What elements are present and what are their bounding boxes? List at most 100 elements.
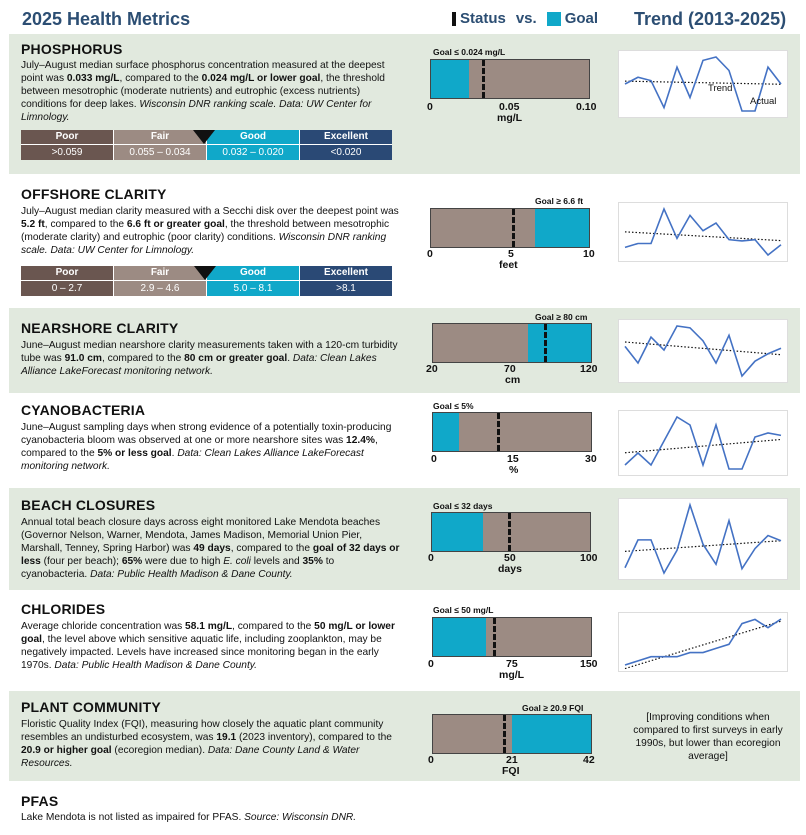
actual-series-line — [624, 502, 782, 575]
status-marker — [481, 60, 485, 98]
actual-series-line — [624, 56, 782, 112]
current-rating-pointer-icon — [193, 130, 215, 144]
axis-tick-min: 0 — [431, 453, 437, 465]
trend-line — [624, 438, 782, 454]
trend-svg — [624, 415, 782, 470]
trend-chart — [618, 202, 788, 262]
status-goal-bar — [432, 617, 592, 657]
status-goal-bar — [432, 412, 592, 452]
section-plant-community — [9, 691, 800, 781]
rating-cell-excellent: Excellent >8.1 — [299, 266, 392, 296]
axis-tick-min: 0 — [428, 658, 434, 670]
rating-cell-fair: Fair 2.9 – 4.6 — [113, 266, 206, 296]
axis-tick-max: 30 — [585, 453, 597, 465]
rating-range: 0.055 – 0.034 — [114, 144, 206, 160]
axis-unit: FQI — [502, 765, 520, 777]
status-goal-bar — [432, 323, 592, 363]
status-marker — [496, 413, 500, 451]
axis-unit: feet — [499, 259, 518, 271]
trend-svg — [624, 56, 782, 112]
axis-tick-max: 120 — [580, 363, 598, 375]
goal-label: Goal ≤ 5% — [433, 401, 474, 411]
trend-svg — [624, 502, 782, 575]
section-description: Floristic Quality Index (FQI), measuring… — [21, 719, 392, 769]
status-goal-bar — [432, 714, 592, 754]
status-goal-bar — [430, 208, 590, 248]
actual-series-line — [624, 618, 782, 666]
trend-chart — [618, 319, 788, 383]
trend-line — [624, 80, 782, 85]
rating-label: Good — [239, 267, 267, 278]
rating-range: >8.1 — [300, 280, 392, 296]
section-title: PLANT COMMUNITY — [21, 699, 161, 715]
trend-chart — [618, 50, 788, 118]
section-title: CYANOBACTERIA — [21, 402, 146, 418]
rating-range: 0.032 – 0.020 — [207, 144, 299, 160]
goal-label: Goal ≤ 0.024 mg/L — [433, 47, 506, 57]
section-description: June–August median nearshore clarity mea… — [21, 340, 398, 377]
status-goal-bar — [430, 59, 590, 99]
rating-label: Excellent — [324, 267, 368, 278]
goal-zone — [433, 413, 460, 451]
axis-tick-mid: 5 — [508, 248, 514, 260]
rating-cell-good: Good 0.032 – 0.020 — [206, 130, 299, 160]
section-description: Lake Mendota is not listed as impaired f… — [21, 812, 357, 823]
trend-line — [624, 540, 782, 552]
header: 2025 Health Metrics Status vs. Goal Tren… — [0, 0, 806, 34]
trend-line — [624, 341, 782, 356]
status-marker-icon — [452, 11, 456, 26]
axis-tick-mid: 21 — [506, 754, 518, 766]
axis-unit: mg/L — [497, 112, 523, 124]
rating-label: Excellent — [324, 131, 368, 142]
axis-tick-mid: 50 — [504, 552, 516, 564]
axis-tick-min: 20 — [426, 363, 438, 375]
rating-label: Fair — [150, 131, 170, 142]
actual-series-line — [624, 325, 782, 378]
goal-zone — [431, 60, 469, 98]
goal-swatch-icon — [546, 11, 561, 26]
trend-note: [Improving conditions when compared to f… — [633, 712, 783, 762]
trend-chart — [618, 410, 788, 476]
section-title: PHOSPHORUS — [21, 41, 123, 57]
axis-tick-max: 150 — [580, 658, 598, 670]
trend-line-label: Trend — [708, 83, 733, 94]
rating-label: Good — [239, 131, 267, 142]
rating-cell-fair: Fair 0.055 – 0.034 — [113, 130, 206, 160]
axis-tick-max: 0.10 — [576, 101, 597, 113]
rating-scale: Poor >0.059 Fair 0.055 – 0.034 Good 0.032 – 0… — [21, 130, 392, 160]
rating-range: 2.9 – 4.6 — [114, 280, 206, 296]
axis-tick-max: 10 — [583, 248, 595, 260]
section-description: July–August median surface phosphorus co… — [21, 60, 385, 123]
axis-tick-min: 0 — [428, 552, 434, 564]
axis-tick-min: 0 — [427, 248, 433, 260]
actual-series-line — [624, 206, 782, 257]
goal-label: Goal ≥ 20.9 FQI — [522, 703, 584, 713]
axis-tick-mid: 75 — [506, 658, 518, 670]
rating-label: Poor — [55, 267, 79, 278]
section-title: OFFSHORE CLARITY — [21, 186, 167, 202]
axis-unit: mg/L — [499, 669, 525, 681]
rating-range: <0.020 — [300, 144, 392, 160]
status-marker — [543, 324, 547, 362]
goal-zone — [433, 618, 486, 656]
section-description: Average chloride concentration was 58.1 … — [21, 621, 395, 671]
section-title: BEACH CLOSURES — [21, 497, 156, 513]
rating-range: 0 – 2.7 — [21, 280, 113, 296]
status-goal-legend: Status vs. Goal — [452, 10, 598, 27]
axis-tick-min: 0 — [428, 754, 434, 766]
goal-label: Goal ≥ 6.6 ft — [535, 196, 584, 206]
current-rating-pointer-icon — [194, 266, 216, 280]
axis-unit: cm — [505, 374, 521, 386]
trend-line — [624, 620, 782, 670]
goal-label: Goal ≤ 50 mg/L — [433, 605, 494, 615]
rating-range: >0.059 — [21, 144, 113, 160]
section-title: NEARSHORE CLARITY — [21, 320, 179, 336]
axis-tick-max: 42 — [583, 754, 595, 766]
trend-chart — [618, 612, 788, 672]
status-goal-bar — [431, 512, 591, 552]
section-title: PFAS — [21, 793, 59, 809]
axis-tick-min: 0 — [427, 101, 433, 113]
status-marker — [511, 209, 515, 247]
goal-label: Goal ≥ 80 cm — [535, 312, 588, 322]
axis-tick-mid: 15 — [507, 453, 519, 465]
